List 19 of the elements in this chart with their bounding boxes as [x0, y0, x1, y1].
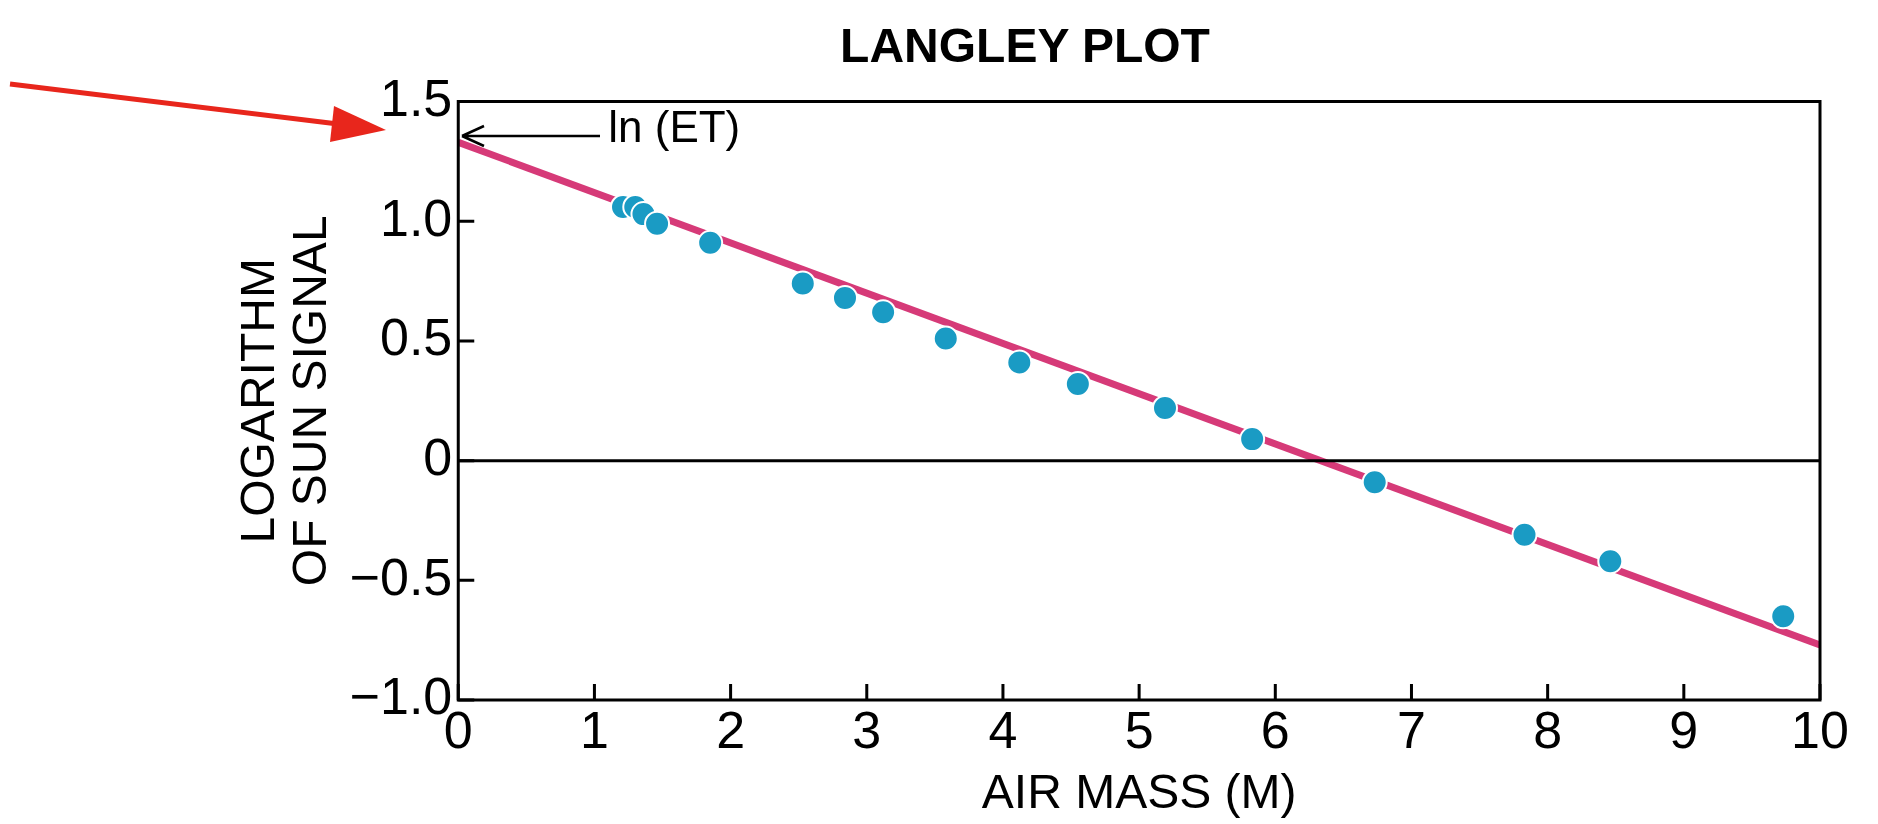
chart-title: LANGLEY PLOT — [840, 19, 1210, 73]
x-tick-label: 10 — [1791, 700, 1849, 759]
x-axis-title: AIR MASS (M) — [981, 765, 1297, 819]
y-tick-label: 0 — [423, 427, 453, 486]
y-tick-label: 1.0 — [379, 188, 453, 247]
x-tick-label: 7 — [1397, 700, 1426, 759]
x-tick-label: 8 — [1533, 700, 1563, 759]
x-tick-label: 6 — [1260, 700, 1290, 759]
x-tick-label: 2 — [716, 700, 746, 759]
x-tick-label: 9 — [1669, 700, 1699, 759]
y-tick-label: 0.5 — [379, 308, 453, 367]
x-tick-label: 1 — [579, 700, 609, 759]
annotation: ln (ET) — [608, 102, 741, 152]
y-tick-label: −0.5 — [349, 547, 453, 606]
x-tick-label: 5 — [1124, 700, 1154, 759]
y-axis-title: LOGARITHM OF SUN SIGNAL — [230, 215, 337, 587]
x-tick-label: 3 — [852, 700, 882, 759]
x-tick-label: 4 — [988, 700, 1018, 759]
y-tick-label: 1.5 — [379, 68, 453, 127]
